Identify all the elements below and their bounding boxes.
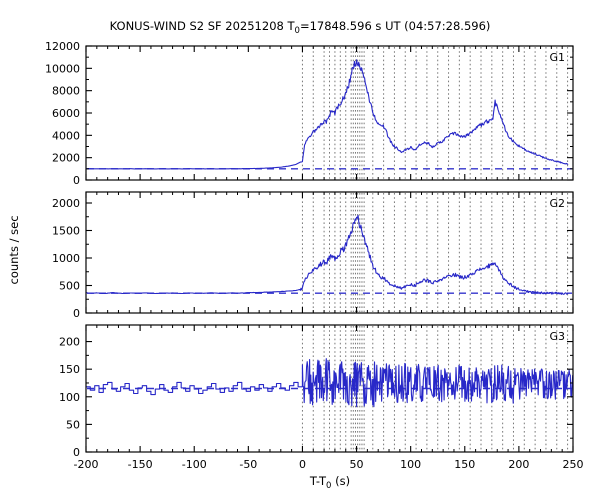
chart-title: KONUS-WIND S2 SF 20251208 T0=17848.596 s… (110, 19, 491, 36)
panel-g1: 0 2000 4000 6000 8000 10000 12000 G1 (45, 40, 574, 187)
panel-label-g3: G3 (549, 330, 565, 343)
x-tick-label: -200 (74, 458, 99, 471)
x-tick-label: 250 (563, 458, 584, 471)
y-tick-label: 12000 (45, 40, 80, 53)
x-tick-label: -150 (128, 458, 153, 471)
panel-frame (85, 45, 574, 181)
x-tick-label: 200 (508, 458, 529, 471)
data-trace-g2 (85, 214, 569, 295)
panel-label-g1: G1 (549, 51, 565, 64)
y-tick-label: 2000 (52, 197, 80, 210)
data-trace-g1 (85, 59, 569, 170)
y-tick-label: 2000 (52, 152, 80, 165)
y-tick-label: 1500 (52, 225, 80, 238)
x-tick-label: 100 (400, 458, 421, 471)
panel-g2: 0 500 1000 1500 2000 G2 (52, 191, 574, 320)
y-tick-label: 4000 (52, 129, 80, 142)
y-tick-label: 8000 (52, 85, 80, 98)
y-tick-label: 10000 (45, 62, 80, 75)
y-tick-label: 150 (59, 363, 80, 376)
x-tick-label: 0 (299, 458, 306, 471)
panel-label-g2: G2 (549, 197, 565, 210)
panel-frame-top (85, 324, 574, 453)
x-tick-label: -50 (239, 458, 257, 471)
y-axis-label: counts / sec (7, 215, 21, 284)
y-tick-label: 1000 (52, 252, 80, 265)
panel-frame-top (85, 45, 574, 181)
x-axis-label: T-T0 (s) (309, 474, 350, 491)
y-tick-label: 0 (73, 174, 80, 187)
x-tick-label: 50 (350, 458, 364, 471)
y-tick-label: 6000 (52, 107, 80, 120)
data-trace-g3 (86, 358, 574, 408)
panel-frame-top (85, 191, 574, 314)
y-tick-label: 0 (73, 446, 80, 459)
panel-g3: 0 50 100 150 200 -200 -150 -100 -50 0 50 100 150 200 2… (59, 324, 584, 471)
y-tick-label: 50 (66, 418, 80, 431)
y-tick-label: 500 (59, 280, 80, 293)
y-tick-label: 100 (59, 391, 80, 404)
y-tick-label: 200 (59, 336, 80, 349)
x-tick-label: 150 (454, 458, 475, 471)
y-tick-label: 0 (73, 307, 80, 320)
x-tick-label: -100 (182, 458, 207, 471)
